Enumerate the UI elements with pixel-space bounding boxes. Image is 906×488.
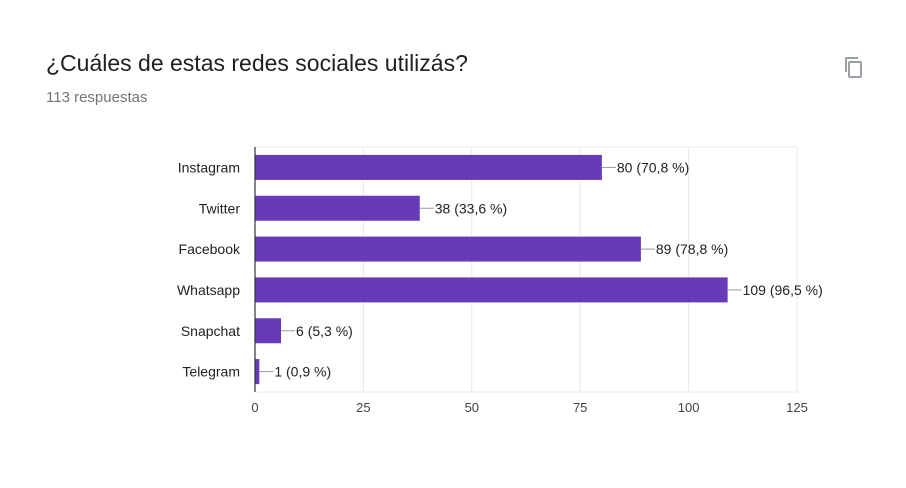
category-label: Instagram [178, 159, 240, 175]
bar-instagram [255, 154, 602, 180]
data-label: 6 (5,3 %) [296, 323, 353, 339]
bar-whatsapp [255, 277, 728, 303]
bar-chart: Instagram 80 (70,8 %) Twitter 38 (33,6 %) Fa… [0, 130, 906, 430]
bar-facebook [255, 236, 641, 262]
x-tick-label: 50 [465, 400, 479, 415]
copy-chart-button[interactable] [838, 52, 868, 82]
data-label: 1 (0,9 %) [274, 364, 331, 380]
x-tick-label: 25 [356, 400, 370, 415]
response-count: 113 respuestas [46, 89, 148, 106]
data-label: 38 (33,6 %) [435, 200, 507, 216]
bar-telegram [255, 359, 260, 385]
copy-icon [845, 57, 862, 78]
x-tick-label: 125 [786, 400, 808, 415]
category-label: Twitter [199, 200, 241, 216]
x-tick-label: 100 [678, 400, 700, 415]
data-label: 80 (70,8 %) [617, 159, 689, 175]
bar-snapchat [255, 318, 282, 344]
data-label: 89 (78,8 %) [656, 241, 728, 257]
category-label: Facebook [179, 241, 241, 257]
category-label: Snapchat [181, 323, 240, 339]
bar-twitter [255, 195, 420, 221]
x-tick-label: 0 [251, 400, 258, 415]
bar-chart-svg: Instagram 80 (70,8 %) Twitter 38 (33,6 %) Fa… [177, 146, 823, 415]
data-label: 109 (96,5 %) [743, 282, 823, 298]
x-tick-label: 75 [573, 400, 587, 415]
category-label: Telegram [182, 364, 240, 380]
category-label: Whatsapp [177, 282, 240, 298]
question-title: ¿Cuáles de estas redes sociales utilizás… [46, 50, 468, 76]
